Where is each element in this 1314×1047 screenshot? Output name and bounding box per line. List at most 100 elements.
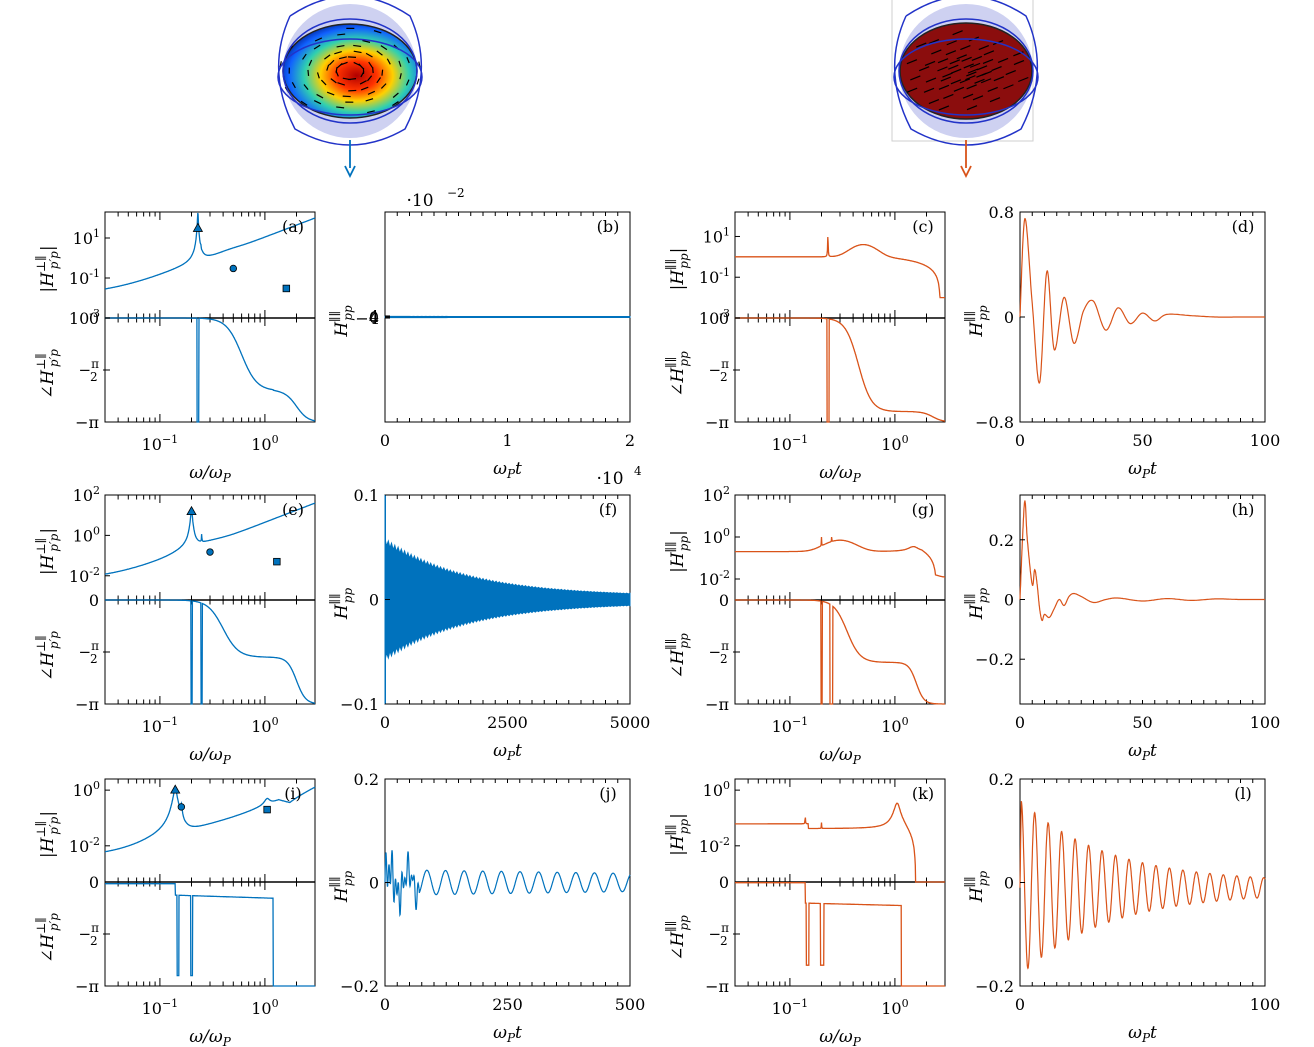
label-part: H bbox=[668, 367, 688, 384]
field-arrow bbox=[953, 86, 965, 92]
phase-tick-label: −π 2 bbox=[709, 921, 730, 948]
x-tick-label: 100 bbox=[251, 433, 278, 454]
tick-base: 10 bbox=[881, 999, 901, 1018]
label-part: pp bbox=[677, 253, 691, 269]
label-part: ω/ω bbox=[189, 745, 223, 765]
field-arrow bbox=[392, 92, 399, 98]
field-arrow bbox=[368, 61, 373, 68]
y-tick-label: 0.2 bbox=[989, 531, 1014, 550]
tick-base: 10 bbox=[699, 570, 719, 589]
tick-exp: −1 bbox=[792, 997, 808, 1010]
oscillation-envelope bbox=[384, 538, 631, 661]
phase-axis-label: ∠H∥∥pp bbox=[664, 915, 691, 961]
tick-part: − bbox=[79, 925, 92, 943]
y-tick-label: 10-3 bbox=[699, 307, 730, 328]
field-arrow bbox=[326, 91, 335, 96]
label-part: | bbox=[38, 528, 58, 534]
x-tick-label: 500 bbox=[615, 995, 646, 1014]
field-arrow bbox=[938, 105, 950, 111]
x-tick-label: 100 bbox=[1250, 431, 1281, 450]
field-arrow bbox=[924, 60, 936, 67]
y-tick-label: 101 bbox=[73, 227, 100, 248]
label-part: H bbox=[332, 603, 352, 620]
field-arrow bbox=[353, 50, 362, 54]
y-tick-label: 100 bbox=[703, 779, 730, 800]
panel-label: (j) bbox=[599, 784, 616, 803]
circle-marker bbox=[177, 803, 186, 811]
label-part: P bbox=[222, 471, 232, 485]
phase-curve bbox=[105, 317, 315, 423]
x-axis-label-text: ωPt bbox=[1128, 741, 1157, 763]
x-tick-label: 5000 bbox=[610, 713, 651, 732]
label-part: p′p bbox=[47, 816, 61, 834]
label-part: ∠ bbox=[668, 947, 688, 961]
tick-base: 10 bbox=[699, 309, 719, 328]
magnitude-curve bbox=[105, 212, 316, 290]
x-tick-label: 1 bbox=[502, 431, 512, 450]
field-arrow bbox=[406, 57, 410, 64]
y-tick-label: 0.1 bbox=[354, 486, 379, 505]
field-arrow bbox=[925, 77, 937, 83]
field-arrow bbox=[978, 44, 990, 51]
phase-tick-label: −π bbox=[705, 695, 729, 714]
label-part: ω/ω bbox=[819, 1027, 853, 1047]
phase-curve bbox=[735, 317, 945, 423]
tick-base: 10 bbox=[699, 837, 719, 856]
y-tick-label: −0.2 bbox=[340, 977, 379, 996]
phase-curve bbox=[105, 883, 315, 987]
label-part: pp bbox=[677, 633, 691, 649]
label-part: P bbox=[1141, 749, 1151, 763]
label-part: | bbox=[668, 813, 688, 819]
x-tick-label: 2500 bbox=[487, 713, 528, 732]
phase-tick-label: 0 bbox=[89, 309, 99, 328]
field-arrow bbox=[302, 53, 307, 60]
x-tick-label: 100 bbox=[1250, 995, 1281, 1014]
label-part: ∥∥ bbox=[963, 311, 977, 322]
label-part: ∥∥ bbox=[664, 921, 678, 932]
label-part: pp bbox=[976, 871, 990, 887]
x-axis-label-text: ω/ωP bbox=[819, 745, 861, 767]
magnitude-axis-label-text: |H⊥∥p′p| bbox=[34, 811, 61, 858]
response-curve bbox=[384, 850, 631, 918]
field-arrow bbox=[313, 44, 321, 50]
tick-exp: −1 bbox=[162, 433, 178, 446]
label-part: ω/ω bbox=[819, 745, 853, 765]
phase-axis-label-text: ∠H⊥∥p′p bbox=[34, 631, 61, 681]
field-arrow bbox=[291, 82, 296, 89]
label-part: H bbox=[38, 933, 58, 950]
label-part: P bbox=[222, 1035, 232, 1047]
tick-exp: -2 bbox=[719, 835, 730, 848]
label-part: ∥∥ bbox=[328, 593, 342, 604]
field-arrow bbox=[948, 64, 959, 70]
phase-tick-label: 0 bbox=[719, 873, 729, 892]
field-arrow bbox=[969, 62, 981, 68]
label-part: pp bbox=[677, 915, 691, 931]
tick-exp: -1 bbox=[89, 267, 100, 280]
tick-part: 2 bbox=[720, 652, 728, 666]
x-tick-label: 10−1 bbox=[772, 715, 809, 736]
y-tick-label: 10-2 bbox=[69, 835, 100, 856]
ring bbox=[893, 38, 1039, 116]
y-tick-label: 0.8 bbox=[989, 203, 1014, 222]
phase-tick-label: −π 2 bbox=[79, 921, 100, 948]
field-arrow bbox=[928, 99, 940, 105]
phase-curve bbox=[735, 599, 945, 705]
panel-label: (d) bbox=[1232, 217, 1255, 236]
field-arrow bbox=[937, 58, 949, 64]
field-arrow bbox=[942, 72, 953, 78]
field-arrow bbox=[405, 79, 410, 86]
label-part: P bbox=[852, 1035, 862, 1047]
x-tick-label: 10−1 bbox=[142, 433, 179, 454]
y-tick-label: 10-2 bbox=[699, 568, 730, 589]
x-tick-label: 0 bbox=[1015, 713, 1025, 732]
label-part: ⊥∥ bbox=[34, 538, 48, 555]
field-arrow bbox=[966, 105, 978, 111]
sphere-uniform-field-icon bbox=[891, 0, 1039, 146]
tick-part: 2 bbox=[90, 370, 98, 384]
field-arrow bbox=[328, 59, 335, 66]
label-part: ∥∥ bbox=[963, 876, 977, 887]
field-arrow bbox=[300, 100, 308, 106]
y-axis-label: H∥∥pp bbox=[328, 305, 355, 338]
